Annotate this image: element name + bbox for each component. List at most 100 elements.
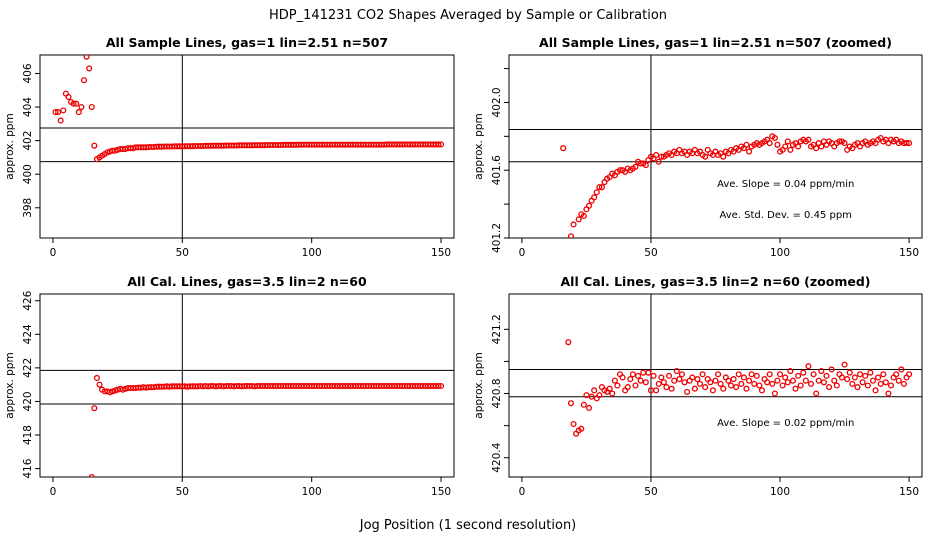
data-point: [642, 162, 649, 169]
y-tick-label: 398: [22, 198, 34, 218]
data-point: [632, 163, 639, 170]
data-point: [872, 387, 879, 394]
data-point: [691, 385, 698, 392]
data-point: [663, 384, 670, 391]
data-point: [849, 380, 856, 387]
data-point: [833, 382, 840, 389]
data-point: [575, 216, 582, 223]
data-point: [795, 143, 802, 150]
panels-group: All Sample Lines, gas=1 lin=2.51 n=507 ap…: [4, 35, 923, 498]
panel-1: All Sample Lines, gas=1 lin=2.51 n=507 ap…: [4, 35, 455, 259]
data-point: [653, 151, 660, 159]
y-tick-label: 404: [22, 97, 34, 117]
data-point: [900, 380, 907, 387]
data-point: [841, 140, 848, 147]
data-point: [805, 136, 812, 143]
data-point: [743, 385, 750, 392]
data-point: [616, 167, 624, 174]
data-point: [699, 371, 706, 378]
y-tick-label: 406: [22, 63, 34, 83]
data-point: [78, 103, 85, 111]
data-point: [570, 221, 577, 228]
data-point: [619, 374, 626, 381]
data-point: [846, 369, 853, 376]
data-point: [856, 371, 864, 378]
data-point: [867, 369, 874, 376]
data-point: [435, 141, 442, 148]
data-point: [707, 379, 714, 386]
figure-x-axis-label: Jog Position (1 second resolution): [359, 518, 577, 533]
data-point: [696, 380, 704, 387]
data-point: [80, 77, 88, 84]
y-tick-label: 420: [22, 391, 34, 411]
annotation-text: Ave. Slope = 0.04 ppm/min: [717, 179, 854, 190]
data-point: [91, 142, 98, 149]
data-points: [88, 374, 445, 477]
data-point: [655, 158, 662, 165]
data-point: [96, 381, 103, 388]
y-tick-label: 422: [22, 358, 34, 378]
data-point: [660, 379, 667, 386]
data-point: [635, 372, 642, 379]
data-point: [673, 368, 680, 375]
data-point: [720, 153, 727, 160]
data-point: [802, 377, 809, 384]
data-point: [593, 189, 600, 196]
data-point: [771, 134, 778, 142]
data-point: [591, 194, 598, 201]
x-tick-label: 0: [519, 486, 526, 498]
panel-2: All Sample Lines, gas=1 lin=2.51 n=507 (…: [473, 35, 923, 259]
data-point: [653, 387, 660, 394]
data-point: [565, 339, 572, 346]
data-point: [689, 374, 696, 381]
data-point: [560, 145, 567, 152]
data-point: [826, 384, 833, 391]
data-point: [591, 387, 598, 394]
data-point: [838, 374, 846, 381]
x-tick-label: 0: [50, 247, 57, 259]
data-point: [583, 392, 590, 399]
x-tick-label: 150: [431, 247, 451, 259]
data-point: [906, 371, 913, 378]
data-point: [665, 372, 673, 379]
data-point: [792, 385, 799, 392]
data-point: [813, 390, 820, 397]
plot-frame: [39, 293, 455, 478]
data-point: [818, 143, 825, 150]
data-point: [627, 376, 634, 383]
data-point: [880, 371, 887, 378]
data-point: [637, 377, 644, 384]
data-point: [810, 371, 817, 378]
x-tick-label: 150: [899, 486, 919, 498]
data-point: [727, 382, 735, 389]
panel-title: All Sample Lines, gas=1 lin=2.51 n=507: [106, 35, 388, 50]
y-axis-label: approx. ppm: [473, 113, 485, 179]
data-point: [766, 140, 773, 147]
data-point: [88, 103, 95, 111]
data-point: [70, 100, 77, 107]
y-tick-label: 402.0: [491, 87, 503, 117]
panel-3: All Cal. Lines, gas=3.5 lin=2 n=60 approx…: [4, 274, 455, 498]
data-point: [818, 368, 825, 375]
data-point: [642, 379, 649, 386]
data-point: [869, 377, 877, 384]
data-point: [717, 380, 724, 387]
x-tick-label: 100: [302, 247, 322, 259]
data-point: [748, 371, 755, 378]
data-point: [733, 384, 740, 391]
data-point: [844, 376, 851, 383]
data-point: [88, 473, 95, 477]
data-point: [898, 366, 905, 373]
data-point: [771, 390, 778, 397]
data-point: [764, 379, 771, 386]
data-point: [864, 382, 871, 389]
data-point: [596, 392, 603, 399]
data-point: [567, 233, 574, 238]
data-point: [903, 140, 910, 147]
annotation-text: Ave. Slope = 0.02 ppm/min: [717, 418, 854, 429]
y-tick-label: 426: [22, 290, 34, 310]
y-tick-label: 416: [22, 458, 34, 478]
data-point: [73, 100, 80, 107]
data-points: [52, 55, 445, 163]
x-tick-label: 100: [302, 486, 322, 498]
